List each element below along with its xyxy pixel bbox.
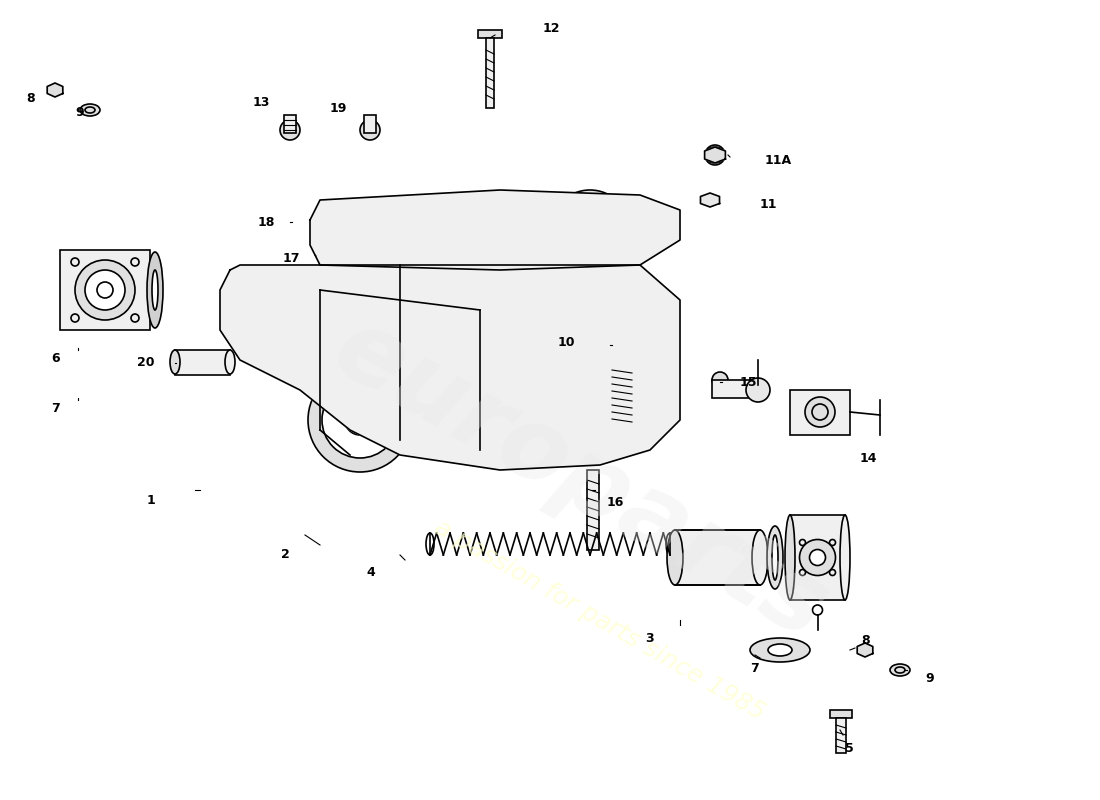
Text: europarts: europarts xyxy=(317,300,844,660)
Ellipse shape xyxy=(890,664,910,676)
Ellipse shape xyxy=(667,530,683,585)
Bar xyxy=(175,350,230,375)
Ellipse shape xyxy=(705,147,725,163)
Text: 14: 14 xyxy=(860,451,878,465)
Ellipse shape xyxy=(612,275,632,285)
Polygon shape xyxy=(310,190,680,270)
Text: 19: 19 xyxy=(330,102,346,114)
Text: 8: 8 xyxy=(26,91,35,105)
Text: 5: 5 xyxy=(845,742,854,754)
Circle shape xyxy=(280,120,300,140)
Polygon shape xyxy=(705,147,725,163)
Text: 10: 10 xyxy=(558,335,575,349)
Text: 20: 20 xyxy=(138,357,155,370)
Ellipse shape xyxy=(752,530,768,585)
Text: 15: 15 xyxy=(740,377,758,390)
Text: 12: 12 xyxy=(543,22,561,34)
Circle shape xyxy=(478,348,562,432)
Circle shape xyxy=(360,120,379,140)
Circle shape xyxy=(800,539,836,575)
Text: 6: 6 xyxy=(52,351,60,365)
Circle shape xyxy=(490,360,550,420)
Text: 9: 9 xyxy=(75,106,84,118)
Bar xyxy=(612,280,632,410)
Text: 1: 1 xyxy=(146,494,155,506)
Bar xyxy=(712,380,752,398)
Bar xyxy=(675,530,760,585)
Text: 17: 17 xyxy=(283,251,300,265)
Ellipse shape xyxy=(612,405,632,415)
Text: 4: 4 xyxy=(366,566,375,579)
Bar xyxy=(478,30,502,38)
Ellipse shape xyxy=(147,252,163,328)
Text: 13: 13 xyxy=(253,97,270,110)
Circle shape xyxy=(705,145,725,165)
Text: 7: 7 xyxy=(750,662,759,674)
Bar xyxy=(364,115,376,133)
Circle shape xyxy=(805,397,835,427)
Text: 2: 2 xyxy=(282,549,290,562)
Bar xyxy=(587,470,600,550)
Text: 3: 3 xyxy=(645,631,653,645)
Text: 8: 8 xyxy=(861,634,870,646)
Polygon shape xyxy=(220,265,680,470)
Circle shape xyxy=(550,190,630,270)
Bar xyxy=(790,390,850,435)
Text: a passion for parts since 1985: a passion for parts since 1985 xyxy=(430,515,770,725)
Bar xyxy=(836,718,846,753)
Circle shape xyxy=(308,368,412,472)
Bar xyxy=(284,115,296,133)
Text: 18: 18 xyxy=(257,215,275,229)
Ellipse shape xyxy=(226,350,235,374)
Ellipse shape xyxy=(768,644,792,656)
Bar xyxy=(790,515,845,600)
Circle shape xyxy=(85,270,125,310)
Text: 11: 11 xyxy=(760,198,778,211)
Polygon shape xyxy=(857,643,872,657)
Ellipse shape xyxy=(750,638,810,662)
Text: 16: 16 xyxy=(607,495,625,509)
Circle shape xyxy=(712,372,728,388)
Text: 11A: 11A xyxy=(764,154,792,166)
Ellipse shape xyxy=(772,535,778,580)
Circle shape xyxy=(433,223,456,247)
Bar xyxy=(486,38,494,108)
Ellipse shape xyxy=(767,526,783,589)
Ellipse shape xyxy=(152,270,158,310)
Circle shape xyxy=(424,213,468,257)
Bar xyxy=(830,710,852,718)
Ellipse shape xyxy=(840,515,850,600)
Polygon shape xyxy=(701,193,719,207)
Circle shape xyxy=(562,202,618,258)
Polygon shape xyxy=(47,83,63,97)
Circle shape xyxy=(322,382,398,458)
Bar xyxy=(60,250,150,330)
Ellipse shape xyxy=(80,104,100,116)
Circle shape xyxy=(810,550,825,566)
Circle shape xyxy=(746,378,770,402)
Ellipse shape xyxy=(785,515,795,600)
Circle shape xyxy=(75,260,135,320)
Text: 9: 9 xyxy=(925,671,934,685)
Ellipse shape xyxy=(170,350,180,374)
Text: 7: 7 xyxy=(52,402,60,414)
